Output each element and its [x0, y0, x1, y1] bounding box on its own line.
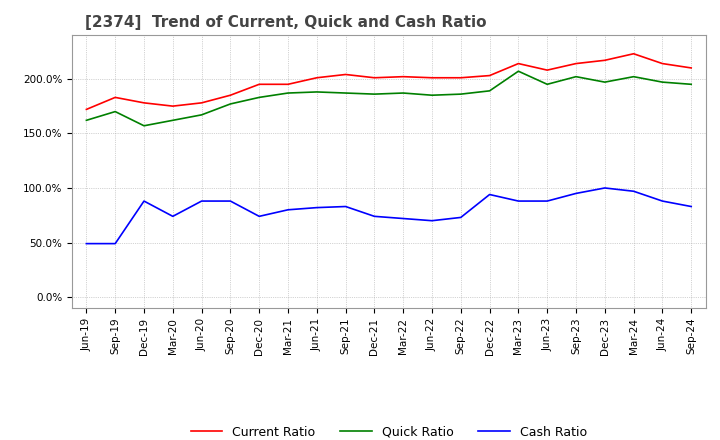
- Current Ratio: [456, 75, 465, 81]
- Cash Ratio: [82, 241, 91, 246]
- Quick Ratio: [687, 82, 696, 87]
- Legend: Current Ratio, Quick Ratio, Cash Ratio: Current Ratio, Quick Ratio, Cash Ratio: [186, 421, 592, 440]
- Quick Ratio: [543, 82, 552, 87]
- Quick Ratio: [140, 123, 148, 128]
- Cash Ratio: [629, 189, 638, 194]
- Line: Cash Ratio: Cash Ratio: [86, 188, 691, 244]
- Cash Ratio: [658, 198, 667, 204]
- Cash Ratio: [226, 198, 235, 204]
- Current Ratio: [312, 75, 321, 81]
- Current Ratio: [514, 61, 523, 66]
- Current Ratio: [485, 73, 494, 78]
- Current Ratio: [226, 92, 235, 98]
- Current Ratio: [687, 65, 696, 70]
- Current Ratio: [370, 75, 379, 81]
- Cash Ratio: [687, 204, 696, 209]
- Current Ratio: [82, 107, 91, 112]
- Cash Ratio: [168, 214, 177, 219]
- Cash Ratio: [600, 185, 609, 191]
- Cash Ratio: [197, 198, 206, 204]
- Cash Ratio: [543, 198, 552, 204]
- Current Ratio: [428, 75, 436, 81]
- Cash Ratio: [456, 215, 465, 220]
- Quick Ratio: [111, 109, 120, 114]
- Quick Ratio: [456, 92, 465, 97]
- Cash Ratio: [111, 241, 120, 246]
- Quick Ratio: [370, 92, 379, 97]
- Quick Ratio: [399, 90, 408, 95]
- Quick Ratio: [82, 117, 91, 123]
- Current Ratio: [629, 51, 638, 56]
- Quick Ratio: [341, 90, 350, 95]
- Cash Ratio: [370, 214, 379, 219]
- Quick Ratio: [284, 90, 292, 95]
- Quick Ratio: [226, 101, 235, 106]
- Cash Ratio: [312, 205, 321, 210]
- Current Ratio: [399, 74, 408, 79]
- Quick Ratio: [197, 112, 206, 117]
- Quick Ratio: [514, 69, 523, 74]
- Current Ratio: [111, 95, 120, 100]
- Quick Ratio: [428, 92, 436, 98]
- Cash Ratio: [284, 207, 292, 213]
- Current Ratio: [197, 100, 206, 106]
- Current Ratio: [341, 72, 350, 77]
- Current Ratio: [658, 61, 667, 66]
- Quick Ratio: [658, 80, 667, 85]
- Cash Ratio: [341, 204, 350, 209]
- Quick Ratio: [600, 80, 609, 85]
- Current Ratio: [572, 61, 580, 66]
- Cash Ratio: [485, 192, 494, 197]
- Quick Ratio: [168, 117, 177, 123]
- Text: [2374]  Trend of Current, Quick and Cash Ratio: [2374] Trend of Current, Quick and Cash …: [85, 15, 486, 30]
- Current Ratio: [168, 103, 177, 109]
- Line: Quick Ratio: Quick Ratio: [86, 71, 691, 126]
- Current Ratio: [255, 82, 264, 87]
- Cash Ratio: [399, 216, 408, 221]
- Cash Ratio: [572, 191, 580, 196]
- Cash Ratio: [514, 198, 523, 204]
- Current Ratio: [284, 82, 292, 87]
- Quick Ratio: [255, 95, 264, 100]
- Cash Ratio: [255, 214, 264, 219]
- Current Ratio: [140, 100, 148, 106]
- Quick Ratio: [572, 74, 580, 79]
- Quick Ratio: [629, 74, 638, 79]
- Line: Current Ratio: Current Ratio: [86, 54, 691, 110]
- Quick Ratio: [485, 88, 494, 93]
- Quick Ratio: [312, 89, 321, 95]
- Current Ratio: [600, 58, 609, 63]
- Cash Ratio: [140, 198, 148, 204]
- Cash Ratio: [428, 218, 436, 224]
- Current Ratio: [543, 67, 552, 73]
